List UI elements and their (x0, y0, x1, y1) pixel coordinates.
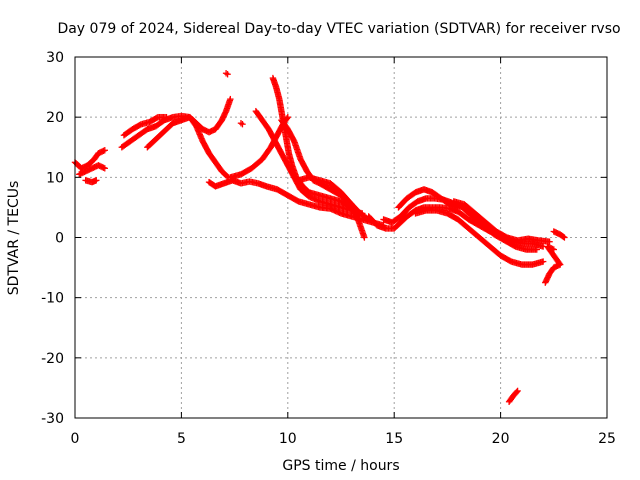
series-track-6 (144, 95, 234, 151)
data-point (514, 387, 521, 395)
series-track-17 (395, 186, 462, 211)
data-point (546, 238, 553, 245)
data-point-segment (550, 228, 563, 238)
series-track-4 (118, 112, 232, 181)
data-point-segment (446, 201, 461, 211)
data-point-segment (222, 97, 234, 115)
data-point-segment (454, 216, 471, 231)
data-point-segment (316, 192, 333, 202)
data-point-segment (227, 171, 243, 181)
data-point (361, 234, 368, 241)
series-track-1 (71, 147, 108, 172)
y-tick-label: 30 (46, 50, 64, 66)
data-point-segment (186, 113, 199, 126)
data-point-segment (444, 210, 461, 222)
data-point (101, 147, 108, 154)
data-point (348, 201, 355, 208)
data-point-segment (120, 126, 135, 139)
axis-ticks: 0 5 10 15 20 25 -30 -20 -10 0 10 20 30 (41, 50, 616, 447)
series-track-8 (205, 177, 387, 229)
data-point (533, 246, 540, 253)
y-tick-label: 10 (46, 170, 64, 186)
data-point-segment (193, 119, 205, 132)
data-point-segment (259, 116, 272, 132)
data-point-segment (327, 205, 343, 217)
data-point-segment (412, 207, 428, 217)
data-point-segment (273, 186, 290, 198)
x-axis-label: GPS time / hours (282, 458, 399, 474)
series-track-18 (412, 207, 547, 268)
data-point (227, 95, 234, 103)
series-track-20 (505, 387, 521, 405)
data-point (163, 113, 170, 121)
series-track-10 (237, 119, 246, 128)
y-tick-label: 0 (55, 231, 64, 247)
series-track-2 (76, 162, 108, 178)
data-point-segment (497, 252, 514, 265)
data-point-segment (129, 121, 143, 133)
data-point (550, 246, 557, 253)
series-track-3 (82, 177, 100, 186)
data-point-segment (380, 216, 395, 226)
series-track-19 (450, 198, 553, 245)
chart-title: Day 079 of 2024, Sidereal Day-to-day VTE… (57, 21, 620, 37)
data-point-segment (525, 235, 541, 244)
data-point-segment (144, 123, 158, 133)
data-point-segment (327, 180, 344, 195)
data-point-segment (276, 95, 286, 119)
data-point-segment (514, 235, 531, 244)
data-point (101, 165, 108, 172)
data-point (93, 177, 100, 184)
data-point-segment (193, 122, 206, 144)
data-point-segment (284, 126, 297, 144)
data-point-segment (327, 195, 343, 205)
y-tick-label: -20 (41, 351, 64, 367)
data-point-segment (501, 237, 518, 250)
data-point (222, 70, 231, 78)
series-track-22 (550, 228, 568, 241)
series-track-7 (222, 70, 231, 78)
data-point-segment (414, 195, 429, 205)
data-points (71, 70, 568, 405)
x-tick-label: 25 (598, 431, 616, 447)
data-point-segment (493, 228, 510, 241)
data-point-segment (337, 189, 354, 207)
data-point-segment (144, 139, 156, 151)
data-point-segment (316, 198, 333, 208)
data-point (539, 258, 547, 265)
data-point-segment (150, 133, 163, 145)
data-point-segment (476, 234, 493, 249)
data-point-segment (146, 114, 160, 126)
y-tick-label: -30 (41, 411, 64, 427)
y-axis-label: SDTVAR / TECUs (6, 181, 22, 296)
data-point (237, 119, 246, 128)
data-point-segment (282, 132, 292, 156)
y-tick-label: -10 (41, 291, 64, 307)
data-point-segment (285, 150, 295, 168)
data-point-segment (271, 138, 284, 156)
data-point-segment (212, 159, 225, 174)
data-point-segment (420, 186, 435, 196)
series-track-5 (120, 113, 170, 139)
data-point (561, 234, 568, 241)
series-track-21 (542, 243, 564, 286)
data-point-segment (265, 126, 278, 144)
y-tick-label: 20 (46, 110, 64, 126)
data-point-segment (254, 180, 269, 190)
x-tick-label: 20 (492, 431, 510, 447)
data-point-segment (512, 243, 529, 253)
data-point-segment (137, 119, 152, 128)
data-point-segment (272, 83, 283, 101)
series-track-14 (295, 174, 355, 208)
data-point-segment (163, 120, 176, 133)
data-point-segment (237, 178, 252, 187)
data-point-segment (437, 195, 452, 207)
x-tick-label: 5 (177, 431, 186, 447)
data-point-segment (542, 271, 553, 286)
x-tick-label: 0 (71, 431, 80, 447)
x-tick-label: 15 (385, 431, 403, 447)
x-tick-label: 10 (279, 431, 297, 447)
